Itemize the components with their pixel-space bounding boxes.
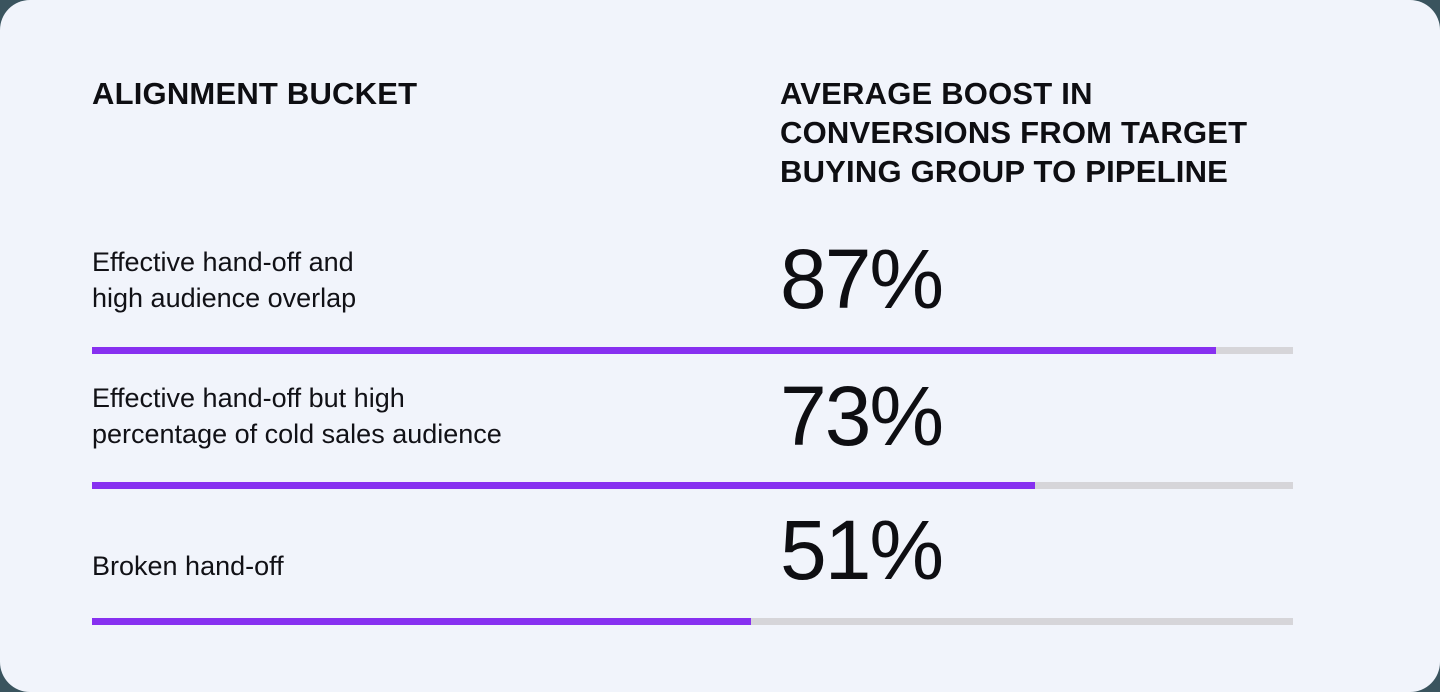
- progress-bar-track: [92, 618, 1293, 625]
- row-value-73-percent: 73%: [780, 369, 944, 463]
- column-header-average-boost: AVERAGE BOOST IN CONVERSIONS FROM TARGET…: [780, 76, 1248, 189]
- row-label-broken-handoff: Broken hand-off: [92, 551, 284, 581]
- progress-bar-fill: [92, 347, 1216, 354]
- column-header-alignment-bucket: ALIGNMENT BUCKET: [92, 76, 418, 111]
- row-value-87-percent: 87%: [780, 232, 944, 326]
- progress-bar-fill: [92, 482, 1035, 489]
- row-label-effective-handoff-cold-audience: Effective hand-off but high percentage o…: [92, 383, 502, 449]
- progress-bar-track: [92, 347, 1293, 354]
- progress-bar-track: [92, 482, 1293, 489]
- row-value-51-percent: 51%: [780, 503, 944, 597]
- row-label-effective-handoff-high-overlap: Effective hand-off and high audience ove…: [92, 247, 357, 313]
- progress-bar-fill: [92, 618, 751, 625]
